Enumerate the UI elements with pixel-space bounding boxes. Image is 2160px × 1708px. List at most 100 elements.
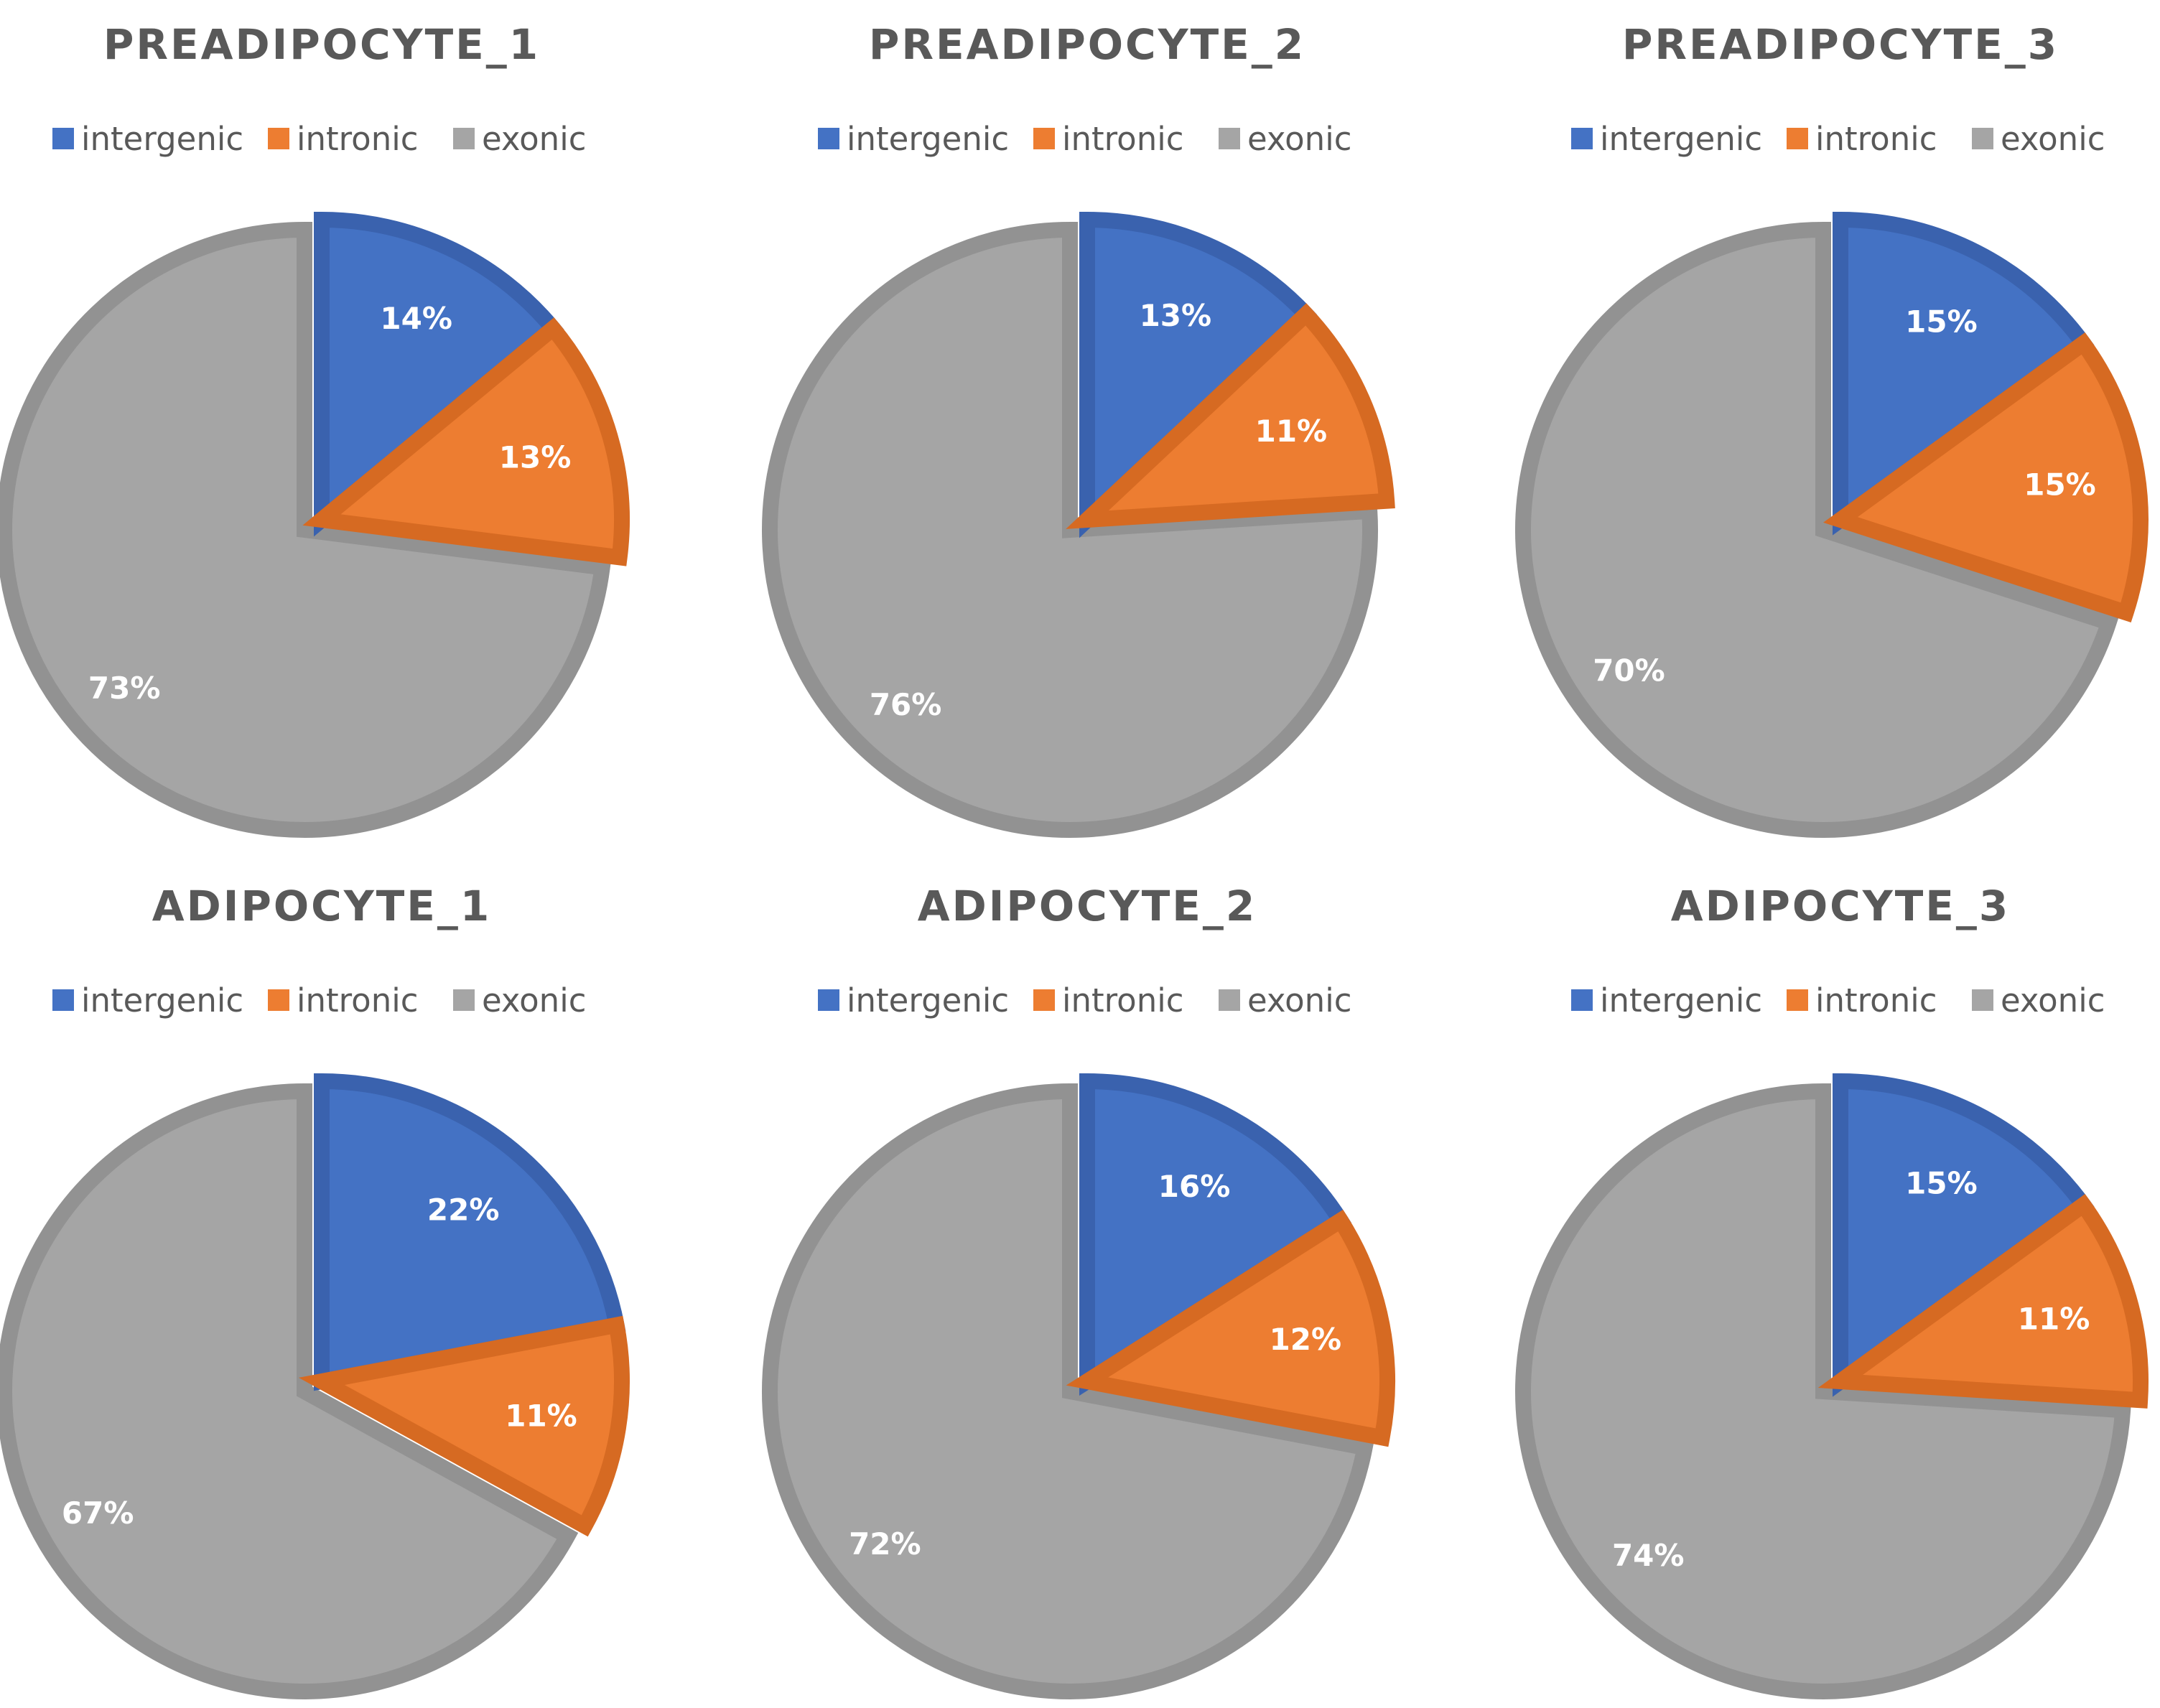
data-label-exonic: 70%	[1593, 653, 1665, 689]
legend-item-intronic: intronic	[1033, 120, 1183, 158]
legend-item-intronic: intronic	[268, 120, 418, 158]
legend-item-exonic: exonic	[453, 120, 586, 158]
legend-swatch-intergenic	[818, 989, 839, 1011]
pie-slice-intergenic	[1079, 211, 1318, 538]
data-label-intronic: 11%	[1255, 414, 1328, 449]
legend-item-exonic: exonic	[1972, 981, 2105, 1019]
pie-slice-intergenic	[1079, 1073, 1352, 1396]
legend-item-intergenic: intergenic	[52, 120, 243, 158]
pie-slice-intergenic	[1833, 1073, 2095, 1397]
legend-label-intronic: intronic	[1815, 981, 1937, 1019]
legend-label-intronic: intronic	[297, 120, 418, 158]
legend-label-intronic: intronic	[1062, 120, 1183, 158]
pie-slice-exonic	[1515, 221, 2119, 838]
legend-label-exonic: exonic	[2001, 120, 2105, 158]
pie-slice-intergenic	[314, 1073, 626, 1391]
legend-item-intergenic: intergenic	[818, 120, 1009, 158]
chart-title: PREADIPOCYTE_1	[103, 20, 540, 69]
legend-label-exonic: exonic	[482, 981, 586, 1019]
pie-chart-adipocyte-3: ADIPOCYTE_3 intergenic intronic exonic 15% 11…	[1515, 882, 2149, 1699]
legend-swatch-exonic	[1972, 128, 1993, 149]
legend-item-intronic: intronic	[1787, 120, 1937, 158]
pie-chart-adipocyte-2: ADIPOCYTE_2 intergenic intronic exonic 16% 12…	[762, 882, 1395, 1699]
legend-swatch-intergenic	[818, 128, 839, 149]
legend-label-intronic: intronic	[1815, 120, 1937, 158]
legend-swatch-exonic	[1219, 128, 1240, 149]
legend-label-intronic: intronic	[297, 981, 418, 1019]
data-label-exonic: 74%	[1612, 1538, 1685, 1573]
pie-slice-exonic	[0, 221, 612, 838]
pie-slice-intronic	[302, 317, 630, 566]
chart-title: ADIPOCYTE_1	[152, 882, 492, 930]
legend-swatch-exonic	[453, 128, 475, 149]
chart-title: ADIPOCYTE_3	[1671, 882, 2011, 930]
legend-swatch-intronic	[268, 128, 289, 149]
pie-slice-intergenic	[1833, 211, 2095, 536]
legend-item-intergenic: intergenic	[818, 981, 1009, 1019]
data-label-intronic: 13%	[499, 440, 572, 475]
legend-item-intronic: intronic	[268, 981, 418, 1019]
data-label-intergenic: 13%	[1140, 298, 1212, 333]
legend-label-intergenic: intergenic	[1600, 981, 1762, 1019]
legend-swatch-intronic	[268, 989, 289, 1011]
data-label-intronic: 15%	[2024, 467, 2096, 503]
pie-slice-exonic	[0, 1083, 579, 1699]
chart-title: PREADIPOCYTE_3	[1622, 20, 2059, 69]
pie-slice-intronic	[1817, 1193, 2149, 1409]
data-label-exonic: 73%	[88, 671, 161, 706]
legend-item-intergenic: intergenic	[1571, 120, 1762, 158]
legend-item-exonic: exonic	[1219, 981, 1351, 1019]
pie-slice-intronic	[1066, 1209, 1395, 1447]
pie-slice-intronic	[298, 1315, 630, 1537]
legend-label-exonic: exonic	[1247, 120, 1351, 158]
legend-item-intergenic: intergenic	[52, 981, 243, 1019]
data-label-intergenic: 14%	[380, 301, 452, 336]
legend-label-exonic: exonic	[2001, 981, 2105, 1019]
data-label-intergenic: 15%	[1905, 1165, 1978, 1200]
legend-swatch-exonic	[1972, 989, 1993, 1011]
legend-label-exonic: exonic	[482, 120, 586, 158]
data-label-intronic: 12%	[1270, 1322, 1342, 1357]
data-label-intergenic: 15%	[1905, 304, 1978, 339]
chart-title: ADIPOCYTE_2	[918, 882, 1257, 930]
legend-swatch-intronic	[1787, 989, 1808, 1011]
legend-item-exonic: exonic	[453, 981, 586, 1019]
data-label-intergenic: 16%	[1158, 1169, 1231, 1204]
legend-swatch-exonic	[1219, 989, 1240, 1011]
legend-label-intronic: intronic	[1062, 981, 1183, 1019]
data-label-intergenic: 22%	[427, 1193, 500, 1228]
pie-slice-exonic	[762, 1083, 1374, 1699]
data-label-exonic: 72%	[849, 1526, 921, 1562]
legend-label-intergenic: intergenic	[81, 120, 243, 158]
pie-chart-preadipocyte-1: PREADIPOCYTE_1 intergenic intronic exonic 14…	[0, 20, 630, 838]
legend-swatch-intergenic	[1571, 128, 1593, 149]
legend-item-intergenic: intergenic	[1571, 981, 1762, 1019]
pie-slice-intronic	[1823, 332, 2149, 623]
legend-label-intergenic: intergenic	[847, 981, 1009, 1019]
legend-label-intergenic: intergenic	[1600, 120, 1762, 158]
legend-label-intergenic: intergenic	[847, 120, 1009, 158]
legend-swatch-intergenic	[52, 989, 74, 1011]
pie-chart-preadipocyte-2: PREADIPOCYTE_2 intergenic intronic exonic 13…	[762, 20, 1395, 838]
legend-label-intergenic: intergenic	[81, 981, 243, 1019]
legend-item-intronic: intronic	[1033, 981, 1183, 1019]
legend-swatch-exonic	[453, 989, 475, 1011]
data-label-exonic: 67%	[62, 1495, 134, 1531]
pie-chart-adipocyte-1: ADIPOCYTE_1 intergenic intronic exonic 22% 11…	[0, 882, 630, 1699]
pie-chart-preadipocyte-3: PREADIPOCYTE_3 intergenic intronic exonic 15…	[1515, 20, 2149, 838]
data-label-intronic: 11%	[2018, 1302, 2090, 1337]
legend-swatch-intergenic	[1571, 989, 1593, 1011]
legend-item-intronic: intronic	[1787, 981, 1937, 1019]
legend-label-exonic: exonic	[1247, 981, 1351, 1019]
chart-title: PREADIPOCYTE_2	[869, 20, 1305, 69]
pie-slice-exonic	[1515, 1083, 2131, 1699]
pie-slice-intronic	[1066, 303, 1395, 529]
pie-slice-intergenic	[314, 211, 564, 537]
legend-swatch-intergenic	[52, 128, 74, 149]
data-label-exonic: 76%	[870, 687, 942, 722]
data-label-intronic: 11%	[505, 1398, 577, 1433]
legend-swatch-intronic	[1787, 128, 1808, 149]
legend-item-exonic: exonic	[1972, 120, 2105, 158]
legend-swatch-intronic	[1033, 128, 1055, 149]
